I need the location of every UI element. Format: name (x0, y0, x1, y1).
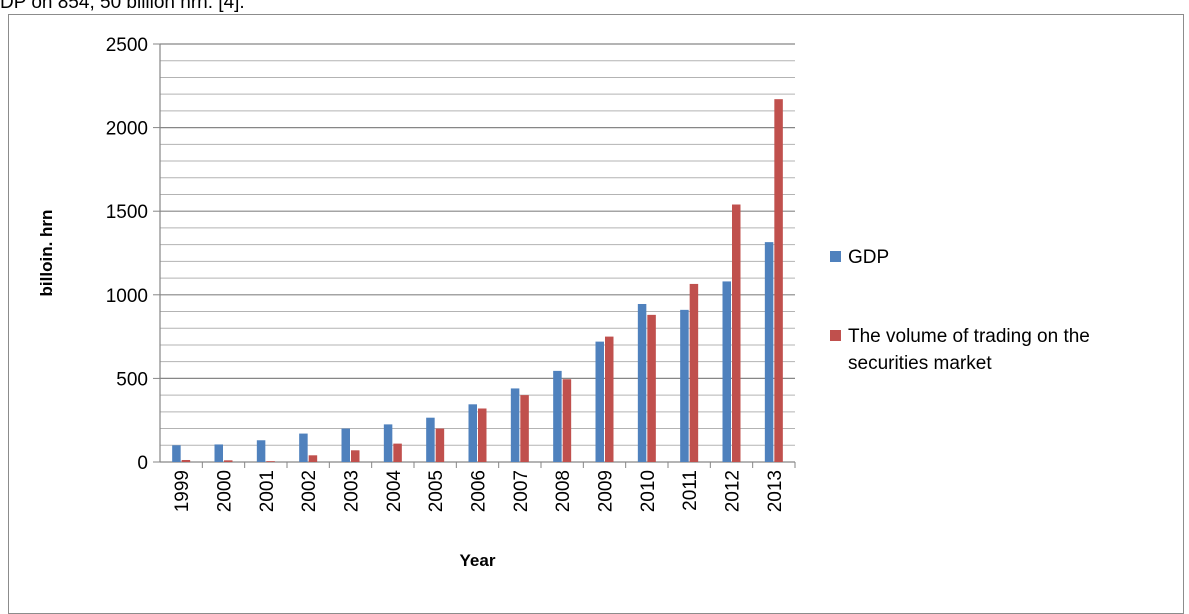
bar-gdp (637, 303, 647, 462)
bar-trading-volume (393, 443, 402, 462)
bar-trading-volume (562, 379, 572, 462)
bar-gdp (214, 444, 223, 462)
bar-gdp (256, 440, 266, 462)
x-tick-label: 2002 (299, 470, 320, 512)
bar-trading-volume (647, 314, 656, 462)
bar-chart: 0 500 1000 1500 2000 2500 1999 2000 2001 2002 2003… (37, 35, 1090, 570)
bar-gdp (595, 341, 604, 462)
bar-trading-volume (478, 408, 487, 462)
legend-swatch (830, 251, 841, 262)
x-tick-label: 2001 (257, 470, 278, 512)
x-tick-label: 2009 (596, 470, 617, 512)
bar-gdp (299, 433, 308, 462)
bar-gdp (383, 424, 393, 462)
bar-gdp (553, 370, 562, 462)
x-tick-label: 2003 (342, 470, 363, 512)
bar-trading-volume (435, 428, 445, 462)
bar-gdp (680, 309, 689, 462)
legend-label: GDP (848, 247, 889, 268)
bar-gdp (722, 281, 731, 462)
bar-trading-volume (308, 455, 318, 462)
x-tick-label: 1999 (172, 470, 193, 512)
bar-trading-volume (520, 395, 529, 462)
bar-trading-volume (181, 459, 191, 462)
x-tick-label: 2012 (723, 470, 744, 512)
y-tick-label: 0 (137, 453, 148, 474)
y-axis-title: billoin. hrn (37, 210, 56, 297)
y-tick-label: 1500 (106, 202, 148, 223)
x-tick-label: 2004 (384, 470, 405, 513)
bar-trading-volume (732, 204, 741, 462)
y-tick-label: 2500 (106, 35, 148, 56)
x-tick-label: 2005 (426, 470, 447, 512)
x-tick-label: 2006 (469, 470, 490, 512)
y-tick-label: 2000 (106, 119, 148, 140)
bar-trading-volume (351, 450, 360, 462)
x-tick-label: 2011 (680, 470, 701, 511)
x-axis-title: Year (460, 551, 496, 570)
legend-label: The volume of trading on the securities m… (848, 326, 1090, 374)
x-tick-label: 2007 (511, 470, 532, 512)
bar-trading-volume (689, 283, 699, 462)
x-tick-label: 2010 (638, 470, 659, 512)
bar-gdp (426, 417, 435, 462)
legend-swatch (830, 330, 841, 341)
page-text-fragment: DP on 854, 50 billion hrn. [4]. (0, 0, 245, 13)
bar-gdp (341, 428, 350, 462)
bar-gdp (468, 404, 477, 462)
bar-trading-volume (774, 99, 783, 463)
x-tick-label: 2000 (215, 470, 236, 512)
bar-gdp (764, 242, 774, 462)
bar-trading-volume (266, 461, 275, 462)
bar-gdp (172, 445, 181, 462)
y-tick-label: 500 (116, 369, 148, 390)
bar-gdp (510, 388, 520, 462)
x-tick-label: 2008 (553, 470, 574, 512)
bar-trading-volume (605, 336, 614, 462)
y-tick-label: 1000 (106, 286, 148, 307)
bar-trading-volume (224, 460, 233, 462)
x-tick-label: 2013 (765, 470, 786, 512)
